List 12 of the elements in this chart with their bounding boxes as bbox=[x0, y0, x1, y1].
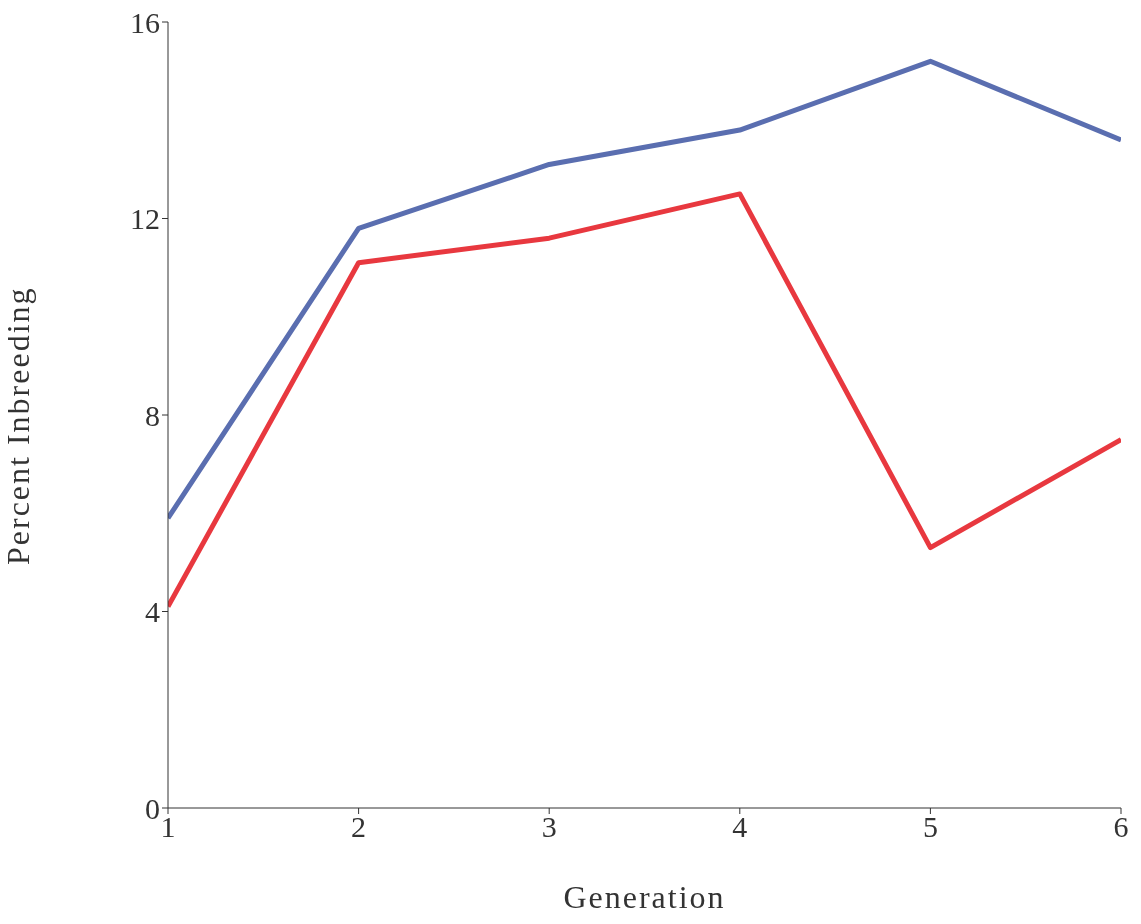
x-tick-label: 2 bbox=[351, 810, 367, 844]
x-tick-label: 5 bbox=[922, 810, 938, 844]
y-tick-label: 16 bbox=[130, 5, 160, 39]
x-tick-label: 1 bbox=[160, 810, 176, 844]
y-tick-label: 12 bbox=[130, 202, 160, 236]
x-tick-label: 4 bbox=[732, 810, 748, 844]
y-tick-label: 8 bbox=[145, 398, 160, 432]
y-tick-label: 0 bbox=[145, 791, 160, 825]
x-tick-label: 6 bbox=[1113, 810, 1129, 844]
x-axis-title: Generation bbox=[563, 879, 726, 915]
y-tick-label: 4 bbox=[145, 595, 160, 629]
x-tick-label: 3 bbox=[541, 810, 557, 844]
